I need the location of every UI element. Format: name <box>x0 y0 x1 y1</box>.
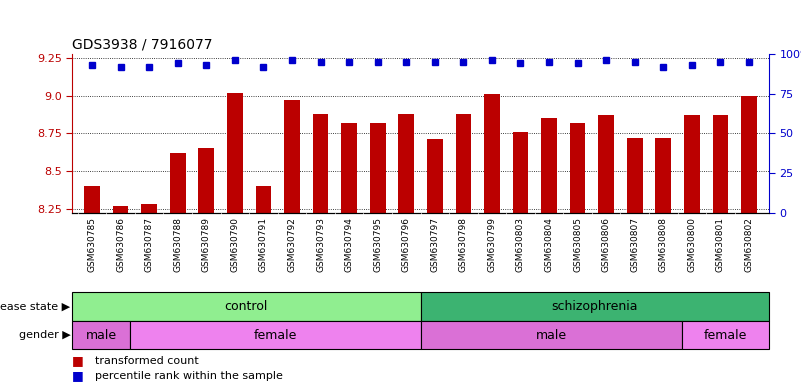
Bar <box>421 321 682 349</box>
Bar <box>72 292 421 321</box>
Text: GSM630796: GSM630796 <box>402 217 411 272</box>
Text: GSM630791: GSM630791 <box>259 217 268 272</box>
Bar <box>130 321 421 349</box>
Text: GSM630801: GSM630801 <box>716 217 725 272</box>
Bar <box>484 94 500 213</box>
Text: GSM630792: GSM630792 <box>288 217 296 272</box>
Text: GSM630788: GSM630788 <box>173 217 183 272</box>
Text: male: male <box>536 329 567 341</box>
Text: ■: ■ <box>72 354 84 367</box>
Text: GSM630804: GSM630804 <box>545 217 553 272</box>
Text: GSM630807: GSM630807 <box>630 217 639 272</box>
Bar <box>513 132 529 213</box>
Bar <box>370 123 385 213</box>
Bar <box>227 93 243 213</box>
Text: GSM630787: GSM630787 <box>145 217 154 272</box>
Bar <box>598 116 614 213</box>
Bar <box>456 114 471 213</box>
Bar <box>398 114 414 213</box>
Text: GSM630789: GSM630789 <box>202 217 211 272</box>
Bar <box>627 138 642 213</box>
Bar <box>256 186 272 213</box>
Bar <box>84 186 100 213</box>
Text: GSM630799: GSM630799 <box>488 217 497 272</box>
Text: GSM630805: GSM630805 <box>573 217 582 272</box>
Bar <box>541 118 557 213</box>
Text: female: female <box>254 329 297 341</box>
Text: ■: ■ <box>72 369 84 382</box>
Text: GSM630794: GSM630794 <box>344 217 353 272</box>
Text: GSM630785: GSM630785 <box>87 217 97 272</box>
Bar <box>741 96 757 213</box>
Text: control: control <box>224 300 268 313</box>
Text: female: female <box>704 329 747 341</box>
Bar <box>284 100 300 213</box>
Text: GSM630798: GSM630798 <box>459 217 468 272</box>
Text: GSM630795: GSM630795 <box>373 217 382 272</box>
Text: percentile rank within the sample: percentile rank within the sample <box>95 371 283 381</box>
Text: schizophrenia: schizophrenia <box>552 300 638 313</box>
Bar <box>570 123 586 213</box>
Text: GSM630800: GSM630800 <box>687 217 696 272</box>
Text: GSM630786: GSM630786 <box>116 217 125 272</box>
Text: GSM630797: GSM630797 <box>430 217 439 272</box>
Bar <box>421 292 769 321</box>
Text: GDS3938 / 7916077: GDS3938 / 7916077 <box>72 37 212 51</box>
Bar <box>655 138 671 213</box>
Bar <box>682 321 769 349</box>
Bar <box>312 114 328 213</box>
Text: transformed count: transformed count <box>95 356 199 366</box>
Text: GSM630790: GSM630790 <box>231 217 239 272</box>
Bar <box>141 204 157 213</box>
Bar <box>341 123 357 213</box>
Text: GSM630802: GSM630802 <box>744 217 754 272</box>
Text: male: male <box>86 329 117 341</box>
Text: gender ▶: gender ▶ <box>18 330 70 340</box>
Bar <box>170 153 186 213</box>
Bar <box>199 149 214 213</box>
Bar <box>72 321 130 349</box>
Text: GSM630808: GSM630808 <box>658 217 668 272</box>
Text: GSM630793: GSM630793 <box>316 217 325 272</box>
Text: disease state ▶: disease state ▶ <box>0 301 70 311</box>
Text: GSM630803: GSM630803 <box>516 217 525 272</box>
Text: GSM630806: GSM630806 <box>602 217 610 272</box>
Bar <box>713 116 728 213</box>
Bar <box>113 205 128 213</box>
Bar <box>684 116 700 213</box>
Bar <box>427 139 443 213</box>
